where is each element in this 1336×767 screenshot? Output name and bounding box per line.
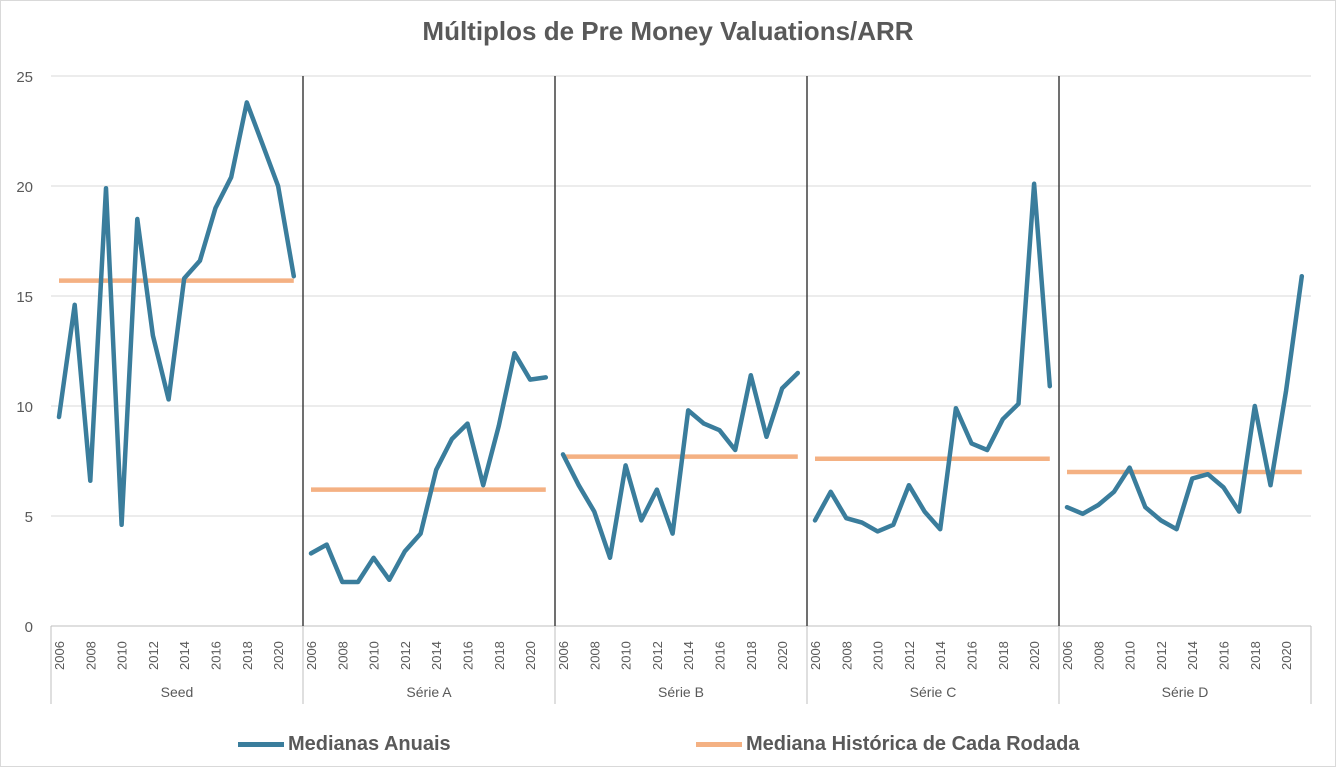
y-tick-label-5: 5 [25, 509, 33, 526]
x-tick-label-serie-d-2006: 2006 [1060, 641, 1075, 670]
x-tick-label-serie-a-2018: 2018 [492, 641, 507, 670]
y-tick-label-10: 10 [16, 399, 33, 416]
annual-line-serie-a [308, 350, 549, 585]
x-tick-label-serie-b-2014: 2014 [681, 641, 696, 670]
x-tick-label-serie-a-2006: 2006 [304, 641, 319, 670]
legend-label-mediana-historica: Mediana Histórica de Cada Rodada [746, 732, 1080, 755]
x-tick-label-serie-d-2008: 2008 [1091, 641, 1106, 670]
group-label-serie-a: Série A [406, 684, 452, 700]
x-tick-label-seed-2014: 2014 [177, 641, 192, 670]
x-tick-label-serie-d-2010: 2010 [1123, 641, 1138, 670]
legend-item-medianas-anuais: Medianas Anuais [238, 730, 451, 758]
x-tick-label-serie-b-2008: 2008 [587, 641, 602, 670]
x-tick-label-serie-a-2010: 2010 [367, 641, 382, 670]
x-tick-label-serie-c-2020: 2020 [1027, 641, 1042, 670]
x-tick-label-serie-d-2016: 2016 [1217, 641, 1232, 670]
y-tick-label-25: 25 [16, 69, 33, 86]
legend-swatch-mediana-historica [696, 741, 742, 747]
x-tick-label-serie-c-2010: 2010 [871, 641, 886, 670]
x-tick-label-serie-d-2018: 2018 [1248, 641, 1263, 670]
x-tick-label-seed-2012: 2012 [146, 641, 161, 670]
group-label-seed: Seed [161, 684, 194, 700]
x-tick-label-serie-a-2020: 2020 [523, 641, 538, 670]
annual-line-serie-c [812, 181, 1053, 534]
x-tick-label-seed-2016: 2016 [209, 641, 224, 670]
x-tick-label-serie-c-2006: 2006 [808, 641, 823, 670]
x-tick-label-serie-d-2014: 2014 [1185, 641, 1200, 670]
chart-title: Múltiplos de Pre Money Valuations/ARR [422, 16, 914, 46]
x-tick-label-serie-b-2016: 2016 [713, 641, 728, 670]
x-tick-label-serie-a-2014: 2014 [429, 641, 444, 670]
y-tick-label-15: 15 [16, 289, 33, 306]
x-tick-label-seed-2010: 2010 [115, 641, 130, 670]
x-tick-label-serie-b-2006: 2006 [556, 641, 571, 670]
group-label-serie-b: Série B [658, 684, 704, 700]
x-tick-label-serie-b-2020: 2020 [775, 641, 790, 670]
annual-line-serie-d [1064, 273, 1305, 532]
x-tick-label-serie-d-2012: 2012 [1154, 641, 1169, 670]
x-tick-label-serie-c-2008: 2008 [839, 641, 854, 670]
legend-swatch-medianas-anuais [238, 741, 284, 747]
x-tick-label-serie-b-2012: 2012 [650, 641, 665, 670]
x-tick-label-seed-2008: 2008 [83, 641, 98, 670]
x-tick-label-serie-c-2016: 2016 [965, 641, 980, 670]
x-tick-label-serie-a-2008: 2008 [335, 641, 350, 670]
x-tick-label-serie-b-2018: 2018 [744, 641, 759, 670]
x-tick-label-serie-a-2016: 2016 [461, 641, 476, 670]
group-label-serie-d: Série D [1162, 684, 1209, 700]
legend-label-medianas-anuais: Medianas Anuais [288, 732, 451, 755]
x-tick-label-serie-c-2014: 2014 [933, 641, 948, 670]
annual-line-serie-b [560, 370, 801, 561]
x-tick-label-seed-2018: 2018 [240, 641, 255, 670]
annual-line-seed [56, 100, 297, 528]
legend-item-mediana-historica: Mediana Histórica de Cada Rodada [696, 730, 1079, 758]
x-tick-label-seed-2006: 2006 [52, 641, 67, 670]
x-tick-label-serie-a-2012: 2012 [398, 641, 413, 670]
x-tick-label-seed-2020: 2020 [271, 641, 286, 670]
group-label-serie-c: Série C [910, 684, 957, 700]
x-tick-label-serie-c-2012: 2012 [902, 641, 917, 670]
x-tick-label-serie-b-2010: 2010 [619, 641, 634, 670]
x-tick-label-serie-c-2018: 2018 [996, 641, 1011, 670]
x-tick-label-serie-d-2020: 2020 [1279, 641, 1294, 670]
y-tick-label-20: 20 [16, 179, 33, 196]
y-tick-label-0: 0 [25, 619, 33, 636]
